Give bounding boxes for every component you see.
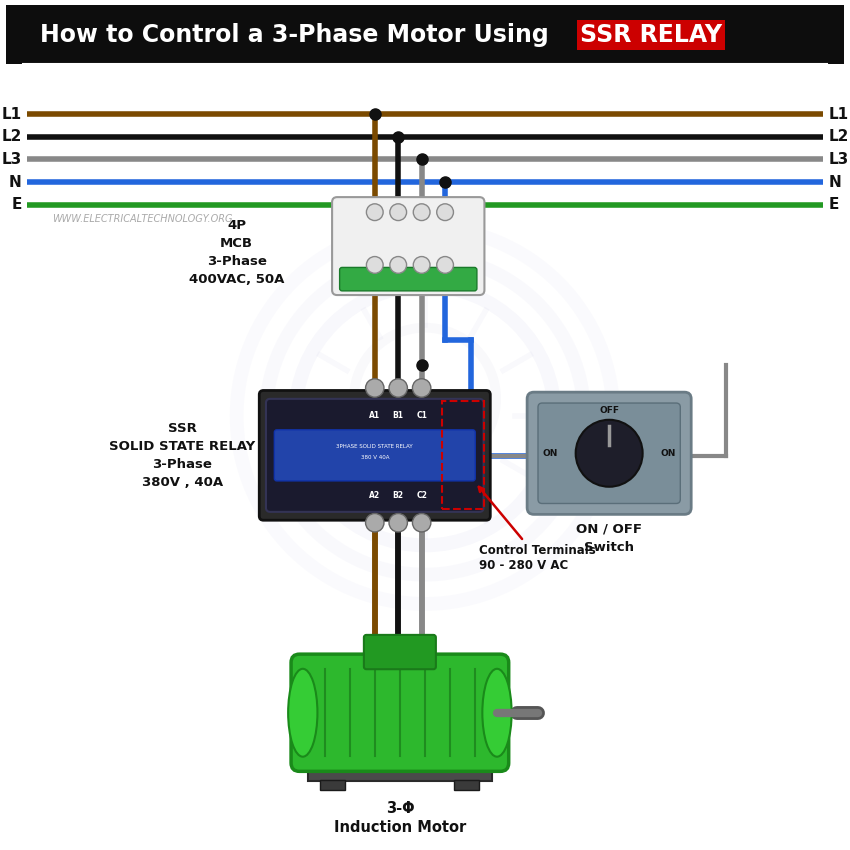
Circle shape: [437, 257, 453, 274]
Text: L3: L3: [2, 152, 21, 167]
Text: B2: B2: [393, 490, 404, 500]
Text: L1: L1: [2, 107, 21, 122]
FancyBboxPatch shape: [275, 430, 475, 481]
FancyBboxPatch shape: [266, 399, 484, 512]
Text: B1: B1: [393, 411, 404, 420]
Text: L2: L2: [1, 129, 21, 144]
Text: A1: A1: [369, 411, 380, 420]
Text: SSR RELAY: SSR RELAY: [580, 23, 722, 47]
Text: ON: ON: [543, 449, 558, 458]
Text: C1: C1: [416, 411, 427, 420]
Circle shape: [390, 257, 406, 274]
Bar: [442, 401, 484, 509]
Text: L1: L1: [829, 107, 848, 122]
Bar: [308, 763, 492, 781]
FancyBboxPatch shape: [7, 5, 843, 64]
Circle shape: [366, 257, 383, 274]
FancyBboxPatch shape: [332, 197, 484, 295]
Circle shape: [366, 379, 384, 397]
Bar: [320, 779, 345, 790]
Text: N: N: [829, 174, 842, 190]
Text: E: E: [829, 197, 839, 212]
Circle shape: [390, 204, 406, 220]
Circle shape: [412, 379, 431, 397]
Text: WWW.ELECTRICALTECHNOLOGY.ORG: WWW.ELECTRICALTECHNOLOGY.ORG: [53, 214, 233, 224]
Text: A2: A2: [369, 490, 380, 500]
Circle shape: [389, 379, 407, 397]
Circle shape: [412, 513, 431, 532]
Bar: [408, 449, 442, 466]
Text: L3: L3: [829, 152, 848, 167]
Text: ON: ON: [660, 449, 676, 458]
Text: 4P
MCB
3-Phase
400VAC, 50A: 4P MCB 3-Phase 400VAC, 50A: [189, 218, 285, 286]
Text: Control Terminals
90 - 280 V AC: Control Terminals 90 - 280 V AC: [479, 487, 596, 572]
FancyBboxPatch shape: [527, 392, 691, 514]
Text: SSR
SOLID STATE RELAY
3-Phase
380V , 40A: SSR SOLID STATE RELAY 3-Phase 380V , 40A: [109, 422, 255, 490]
Circle shape: [437, 204, 453, 220]
Text: N: N: [8, 174, 21, 190]
FancyBboxPatch shape: [291, 654, 508, 771]
Text: ?: ?: [695, 23, 717, 47]
Bar: [454, 779, 479, 790]
Circle shape: [366, 204, 383, 220]
Text: 3PHASE SOLID STATE RELAY: 3PHASE SOLID STATE RELAY: [337, 444, 413, 449]
Text: E: E: [11, 197, 21, 212]
Ellipse shape: [288, 669, 317, 756]
Circle shape: [366, 513, 384, 532]
Text: C2: C2: [416, 490, 427, 500]
Text: ON / OFF
Switch: ON / OFF Switch: [576, 523, 642, 553]
FancyBboxPatch shape: [538, 403, 680, 503]
Circle shape: [389, 513, 407, 532]
Text: 380 V 40A: 380 V 40A: [360, 455, 389, 460]
FancyBboxPatch shape: [364, 635, 436, 669]
FancyBboxPatch shape: [340, 268, 477, 291]
Ellipse shape: [482, 669, 512, 756]
Circle shape: [413, 204, 430, 220]
Circle shape: [413, 257, 430, 274]
Circle shape: [575, 420, 643, 487]
FancyBboxPatch shape: [259, 390, 490, 520]
Text: OFF: OFF: [599, 405, 619, 415]
Text: How to Control a 3-Phase Motor Using: How to Control a 3-Phase Motor Using: [40, 23, 557, 47]
Text: 3-Φ
Induction Motor: 3-Φ Induction Motor: [334, 801, 466, 836]
Text: L2: L2: [829, 129, 849, 144]
